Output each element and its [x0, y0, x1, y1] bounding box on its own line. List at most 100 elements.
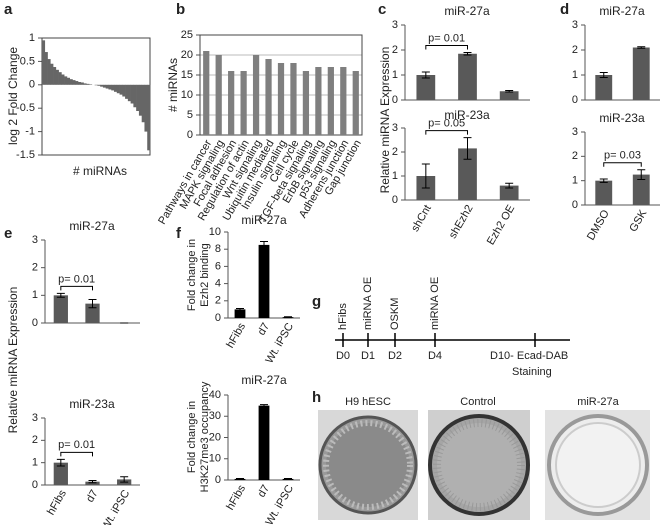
- panel-label: f: [176, 225, 182, 242]
- y-tick-label: 0: [187, 129, 193, 141]
- annotation: p= 0.05: [428, 118, 465, 130]
- y-axis-label: log 2 Fold Change: [6, 47, 20, 145]
- bar: [105, 84, 109, 89]
- timeline-event: hFibs: [337, 303, 349, 330]
- bar: [499, 185, 519, 200]
- y-tick-label: 3: [32, 234, 38, 246]
- bar: [125, 84, 129, 99]
- panel-label: e: [4, 225, 12, 242]
- bar: [265, 59, 272, 135]
- bar: [53, 67, 57, 85]
- y-tick-label: 8: [215, 243, 221, 255]
- y-tick-label: 1: [392, 170, 398, 182]
- error-bar: [599, 178, 608, 183]
- chart-title: miR-27a: [241, 373, 287, 387]
- x-axis-label: # miRNAs: [73, 164, 127, 178]
- bar: [499, 91, 519, 100]
- error-bar: [505, 90, 514, 93]
- bar: [352, 71, 359, 135]
- bar: [258, 405, 270, 480]
- y-tick-label: 2: [392, 146, 398, 158]
- y-tick-label: 3: [572, 19, 578, 31]
- bar: [72, 80, 76, 85]
- bar: [42, 40, 46, 85]
- significance-bracket: [425, 130, 468, 135]
- bar: [44, 52, 48, 85]
- y-tick-label: 10: [209, 453, 221, 465]
- bar: [632, 174, 650, 205]
- bar: [111, 84, 115, 91]
- y-tick-label: 1: [392, 69, 398, 81]
- y-tick-label: 15: [181, 69, 193, 81]
- bar: [133, 84, 137, 108]
- error-bar: [463, 52, 472, 56]
- chart-title: miR-23a: [69, 397, 115, 411]
- y-tick-label: 0: [29, 79, 35, 91]
- image-caption: H9 hESC: [345, 396, 391, 408]
- y-axis-label: Relative miRNA Expression: [6, 287, 20, 434]
- error-bar: [637, 169, 646, 180]
- y-tick-label: 20: [181, 49, 193, 61]
- x-tick-label: Ezh2 OE: [485, 203, 517, 247]
- y-tick-label: 2: [32, 262, 38, 274]
- panel-label: c: [378, 1, 386, 18]
- bar: [64, 76, 68, 85]
- bar: [78, 81, 82, 85]
- error-bar: [284, 478, 292, 480]
- bar: [66, 77, 70, 85]
- x-tick-label: d7: [84, 488, 101, 505]
- bar: [277, 63, 285, 135]
- bar: [114, 84, 118, 92]
- y-tick-label: 1: [572, 69, 578, 81]
- y-tick-label: 2: [392, 44, 398, 56]
- x-tick-label: GSK: [627, 207, 649, 234]
- y-tick-label: 30: [209, 410, 221, 422]
- bar: [240, 71, 247, 135]
- error-bar: [120, 476, 129, 483]
- bar: [302, 71, 310, 135]
- error-bar: [236, 308, 244, 311]
- y-axis-label: # miRNAs: [166, 58, 180, 112]
- y-tick-label: 0: [32, 479, 38, 491]
- y-tick-label: -1.5: [16, 149, 35, 161]
- bar: [130, 84, 134, 104]
- annotation: p= 0.01: [58, 273, 95, 285]
- bar: [75, 81, 79, 85]
- bar: [119, 84, 123, 95]
- y-tick-label: 2: [215, 295, 221, 307]
- significance-bracket: [60, 285, 93, 291]
- bar: [97, 84, 101, 86]
- y-tick-label: 0.5: [20, 55, 35, 67]
- y-tick-label: 3: [572, 126, 578, 138]
- y-tick-label: 2: [572, 150, 578, 162]
- bar: [632, 47, 650, 100]
- y-tick-label: 2: [572, 44, 578, 56]
- error-bar: [421, 163, 430, 189]
- error-bar: [421, 71, 430, 79]
- error-bar: [505, 182, 514, 189]
- bar: [228, 71, 235, 135]
- bar: [83, 83, 87, 85]
- bar: [69, 79, 73, 85]
- bar: [138, 84, 142, 116]
- y-tick-label: 5: [187, 109, 193, 121]
- error-bar: [236, 478, 244, 480]
- timeline-event: OSKM: [389, 298, 401, 330]
- bar: [458, 148, 477, 200]
- well-image: [545, 410, 650, 520]
- chart-title: miR-27a: [241, 213, 287, 227]
- y-tick-label: 10: [209, 226, 221, 238]
- panel-label: b: [176, 1, 185, 18]
- y-tick-label: 3: [32, 412, 38, 424]
- timeline-day: D0: [336, 350, 350, 362]
- bar: [595, 75, 613, 100]
- y-tick-label: 10: [181, 89, 193, 101]
- timeline-event: miRNA OE: [429, 277, 441, 330]
- bar: [595, 180, 613, 205]
- bar: [102, 84, 106, 88]
- bar: [203, 51, 210, 135]
- error-bar: [260, 240, 268, 249]
- y-axis-label: Relative miRNA Expression: [378, 47, 392, 194]
- timeline-day: D1: [361, 350, 375, 362]
- x-tick-label: hFibs: [45, 488, 69, 518]
